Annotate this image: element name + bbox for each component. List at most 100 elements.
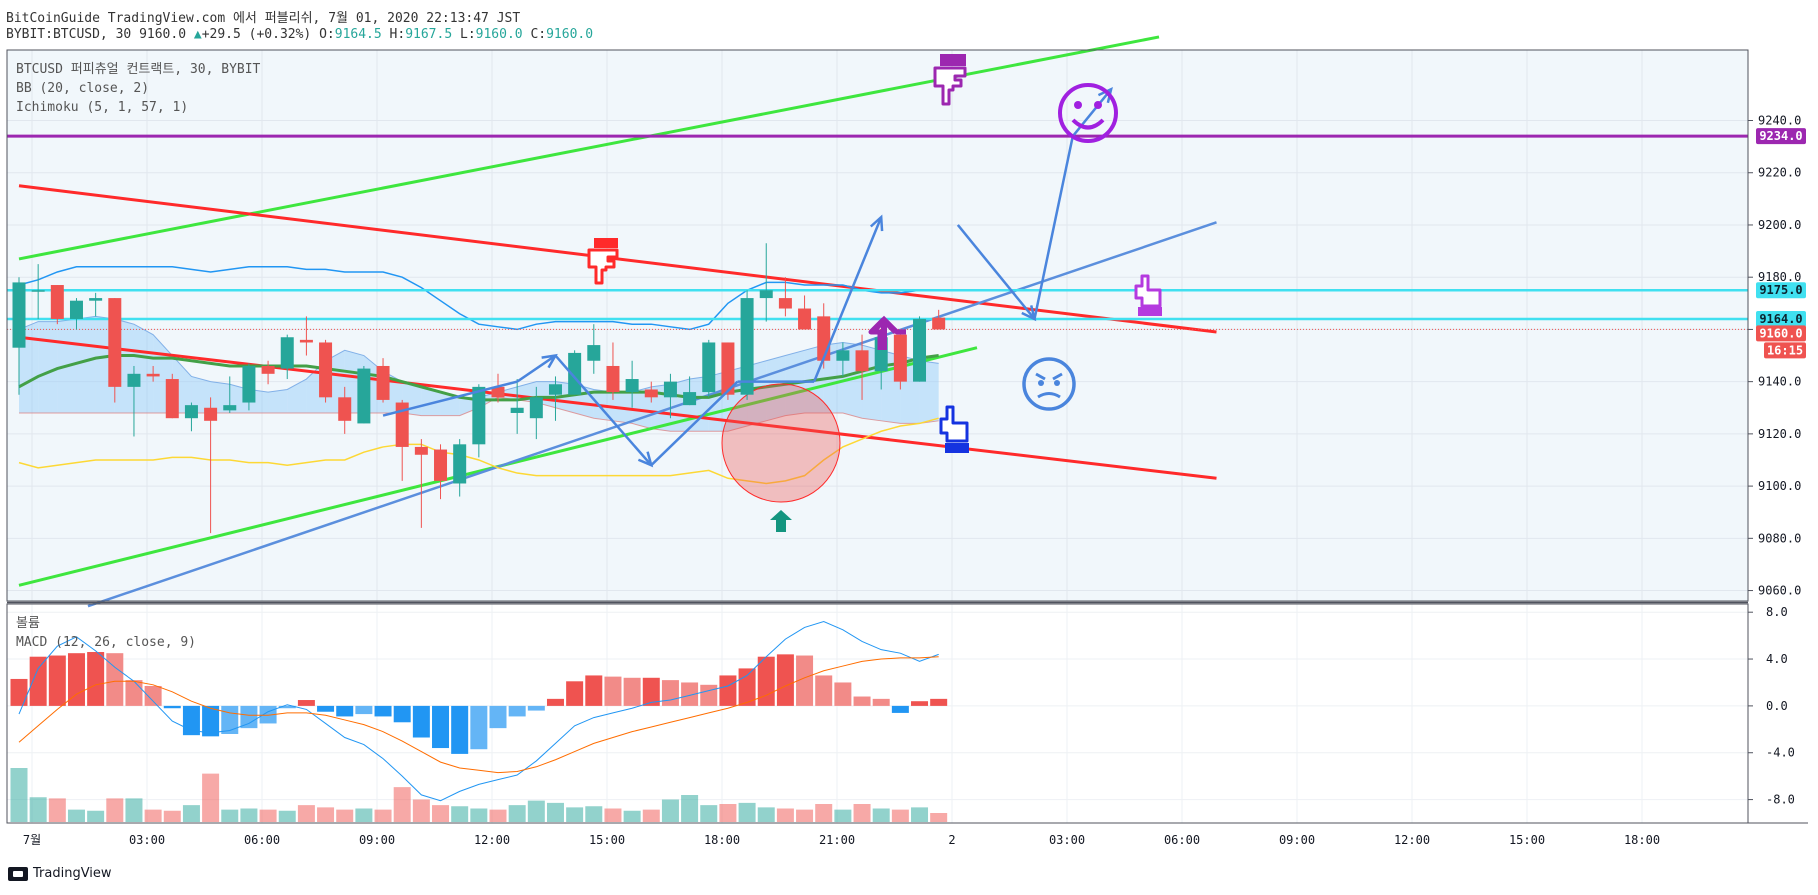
volume-bar — [546, 802, 564, 822]
price-badge-label: 9164.0 — [1759, 312, 1802, 326]
macd-histogram-bar — [412, 705, 430, 738]
forecast-arrow-segment — [956, 224, 1036, 320]
tradingview-logo[interactable]: TradingView — [8, 866, 112, 881]
candles — [12, 243, 946, 534]
candle-body — [89, 298, 103, 301]
macd-histogram-bar — [796, 655, 814, 706]
candle-body — [184, 405, 198, 419]
macd-histogram-bar — [891, 705, 909, 713]
candle-body — [414, 446, 428, 455]
angry-face-icon — [1022, 357, 1076, 411]
forecast-arrows — [382, 86, 1113, 468]
open-label: O: — [319, 27, 335, 42]
y-axis-label: 9240.0 — [1758, 114, 1801, 128]
candle-body — [338, 397, 352, 421]
macd-histogram-bar — [163, 705, 181, 709]
macd-histogram-bar — [853, 696, 871, 706]
volume-bar — [700, 805, 718, 822]
x-axis-label: 2 — [948, 833, 955, 847]
macd-histogram-bar — [566, 681, 584, 706]
x-axis-label: 06:00 — [1164, 833, 1200, 847]
candle-body — [261, 365, 275, 374]
trend-line-blue — [87, 221, 1217, 608]
volume-bar — [872, 808, 890, 822]
forecast-arrow-segment — [650, 380, 739, 467]
macd-histogram-bar — [834, 682, 852, 706]
macd-histogram-bar — [700, 684, 718, 706]
up-arrow-icon — [770, 510, 792, 532]
pointing-hand-down-icon — [587, 238, 619, 285]
cloud-segment — [191, 376, 211, 413]
cloud-segment — [76, 316, 96, 413]
price-badge-label: 16:15 — [1767, 343, 1803, 357]
tradingview-logo-text: TradingView — [33, 866, 112, 881]
price-badge — [1764, 342, 1806, 359]
volume-bar — [451, 806, 469, 822]
volume-bar — [163, 810, 181, 822]
x-axis-label: 15:00 — [589, 833, 625, 847]
cloud-segment — [421, 386, 441, 416]
volume-bar — [336, 809, 354, 822]
volume-bar — [317, 807, 335, 822]
volume-bar — [661, 799, 679, 822]
candle-body — [740, 298, 754, 395]
x-axis-label: 09:00 — [1279, 833, 1315, 847]
volume-bar — [681, 795, 699, 822]
macd-histogram-bar — [451, 705, 469, 754]
macd-histogram-bar — [336, 705, 354, 717]
candle-body — [798, 308, 812, 330]
volume-bar — [604, 808, 622, 822]
cloud-segment — [268, 389, 288, 413]
macd-histogram-bar — [604, 676, 622, 706]
candle-body — [702, 342, 716, 393]
candle-body — [510, 407, 524, 413]
legend-bb: BB (20, close, 2) — [16, 81, 149, 96]
volume-bar — [470, 808, 488, 822]
candle-body — [529, 397, 543, 419]
candle-body — [721, 342, 735, 395]
candle-body — [568, 352, 582, 395]
y-axis-label: 9220.0 — [1758, 166, 1801, 180]
macd-histogram-bar — [240, 705, 258, 729]
lagging-span — [18, 417, 939, 485]
close-value: 9160.0 — [546, 27, 594, 42]
macd-histogram-bar — [221, 705, 239, 734]
candle-body — [453, 444, 467, 484]
x-axis-label: 09:00 — [359, 833, 395, 847]
candle-body — [644, 389, 658, 398]
macd-histogram-bar — [911, 701, 929, 706]
tradingview-icon — [8, 866, 28, 881]
candle-body — [204, 407, 218, 421]
macd-histogram-bar — [125, 680, 143, 706]
volume-bar — [776, 808, 794, 822]
candle-body — [299, 339, 313, 343]
low-value: 9160.0 — [475, 27, 523, 42]
annotation-icons — [587, 54, 1162, 532]
open-value: 9164.5 — [334, 27, 382, 42]
macd-histogram-bar — [106, 653, 124, 706]
change-value: +29.5 (+0.32%) — [201, 27, 312, 42]
legend-symbol: BTCUSD 퍼피츄얼 컨트랙트, 30, BYBIT — [16, 62, 261, 77]
macd-histogram-bar — [29, 656, 47, 706]
volume-bar — [10, 768, 28, 822]
trend-lines — [18, 35, 1217, 608]
volume-bar — [240, 808, 258, 822]
candle-body — [395, 402, 409, 447]
cloud-segment — [38, 321, 58, 413]
legend: BTCUSD 퍼피츄얼 컨트랙트, 30, BYBIT BB (20, clos… — [16, 62, 261, 650]
candle-body — [606, 365, 620, 393]
volume-bar — [393, 787, 411, 822]
close-label: C: — [530, 27, 547, 42]
candle-body — [12, 282, 26, 348]
macd-histogram-bar — [661, 680, 679, 706]
macd-signal-line — [18, 656, 939, 774]
candle-body — [242, 365, 256, 403]
volume-bar — [834, 809, 852, 822]
macd-histogram-bar — [681, 682, 699, 706]
forecast-arrow-segment — [554, 354, 653, 467]
macd-histogram-bar — [144, 685, 162, 706]
forecast-arrow-segment — [382, 380, 518, 417]
cloud-segment — [133, 324, 154, 413]
macd-histogram-bar — [815, 675, 833, 706]
